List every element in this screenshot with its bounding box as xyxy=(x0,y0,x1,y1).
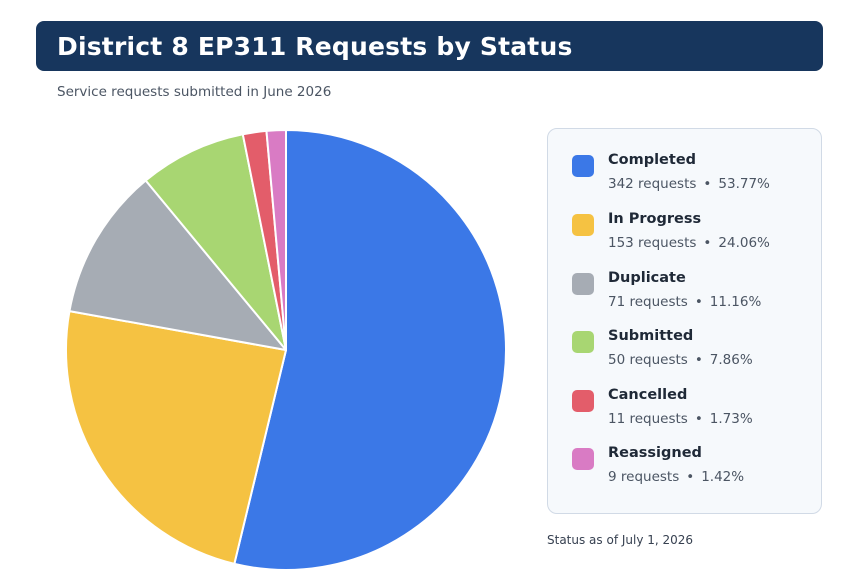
legend-swatch xyxy=(572,155,594,177)
pie-slice-duplicate xyxy=(68,179,287,351)
legend-label: Completed xyxy=(608,152,697,168)
pie-slice-completed xyxy=(233,129,507,571)
legend-detail: 153 requests • 24.06% xyxy=(608,235,770,251)
legend-count: 11 requests xyxy=(608,411,688,427)
legend-separator: • xyxy=(703,235,712,251)
legend-label: Reassigned xyxy=(608,445,702,461)
legend-count: 50 requests xyxy=(608,352,688,368)
legend-percent: 7.86% xyxy=(709,352,753,368)
legend-swatch xyxy=(572,390,594,412)
title-bar: District 8 EP311 Requests by Status xyxy=(36,21,823,71)
legend-item-duplicate: Duplicate 71 requests • 11.16% xyxy=(572,270,812,318)
legend-detail: 9 requests • 1.42% xyxy=(608,469,744,485)
legend-count: 9 requests xyxy=(608,469,680,485)
legend-label: Duplicate xyxy=(608,270,686,286)
legend-swatch xyxy=(572,448,594,470)
legend-percent: 24.06% xyxy=(718,235,770,251)
legend-item-in-progress: In Progress 153 requests • 24.06% xyxy=(572,211,812,259)
pie-slice-submitted xyxy=(144,133,287,351)
legend-item-reassigned: Reassigned 9 requests • 1.42% xyxy=(572,445,812,493)
legend-separator: • xyxy=(686,469,695,485)
legend-percent: 53.77% xyxy=(718,176,770,192)
legend-label: Cancelled xyxy=(608,387,688,403)
legend-count: 342 requests xyxy=(608,176,697,192)
pie-slice-in-progress xyxy=(65,310,287,565)
legend-separator: • xyxy=(703,176,712,192)
legend-label: In Progress xyxy=(608,211,702,227)
pie-chart xyxy=(65,129,507,571)
legend-item-completed: Completed 342 requests • 53.77% xyxy=(572,152,812,200)
legend-separator: • xyxy=(694,352,703,368)
legend-percent: 1.42% xyxy=(701,469,745,485)
footnote: Status as of July 1, 2026 xyxy=(547,533,694,547)
legend-separator: • xyxy=(694,294,703,310)
legend-separator: • xyxy=(694,411,703,427)
legend-detail: 71 requests • 11.16% xyxy=(608,294,761,310)
legend-detail: 342 requests • 53.77% xyxy=(608,176,770,192)
legend-label: Submitted xyxy=(608,328,694,344)
legend-percent: 1.73% xyxy=(709,411,753,427)
legend-detail: 11 requests • 1.73% xyxy=(608,411,753,427)
legend-detail: 50 requests • 7.86% xyxy=(608,352,753,368)
legend-item-submitted: Submitted 50 requests • 7.86% xyxy=(572,328,812,376)
legend-percent: 11.16% xyxy=(709,294,762,310)
legend-swatch xyxy=(572,273,594,295)
chart-subtitle: Service requests submitted in June 2026 xyxy=(57,84,332,100)
pie-slice-reassigned xyxy=(265,129,287,351)
legend-count: 71 requests xyxy=(608,294,688,310)
legend-item-cancelled: Cancelled 11 requests • 1.73% xyxy=(572,387,812,435)
legend-swatch xyxy=(572,331,594,353)
legend-count: 153 requests xyxy=(608,235,697,251)
chart-title: District 8 EP311 Requests by Status xyxy=(57,31,573,61)
legend-swatch xyxy=(572,214,594,236)
legend: Completed 342 requests • 53.77% In Progres… xyxy=(547,128,822,514)
